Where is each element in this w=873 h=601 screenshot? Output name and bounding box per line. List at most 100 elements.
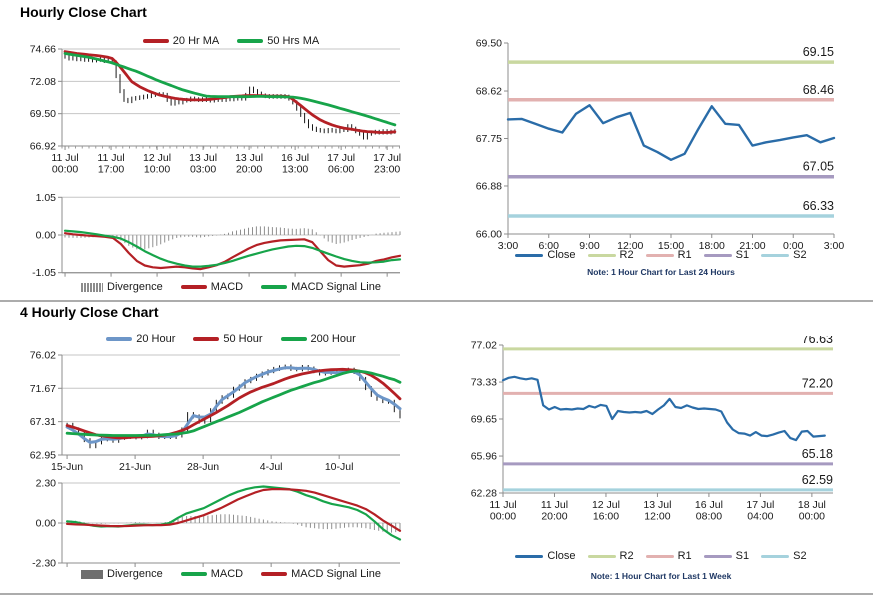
lastweek-legend: Close R2 R1 S1 S2 <box>486 550 836 562</box>
svg-text:66.88: 66.88 <box>476 180 502 192</box>
svg-text:15-Jun: 15-Jun <box>51 461 83 473</box>
bottom-divider <box>0 593 873 595</box>
close-line-swatch <box>515 253 544 257</box>
legend-item-s2: S2 <box>761 249 807 261</box>
close-line-swatch-wk <box>515 554 544 558</box>
legend-item-20hr-ma: 20 Hr MA <box>142 35 219 47</box>
four-hourly-chart-title: 4 Hourly Close Chart <box>20 304 159 320</box>
four-hourly-macd-chart: 2.30 0.00 -2.30 <box>32 478 402 568</box>
legend-item-close-wk: Close <box>515 550 576 562</box>
svg-text:28-Jun: 28-Jun <box>187 461 219 473</box>
legend-item-close: Close <box>515 249 576 261</box>
hourly-chart-title: Hourly Close Chart <box>20 4 147 20</box>
legend-item-s1: S1 <box>703 249 749 261</box>
legend-item-divergence: Divergence <box>81 281 163 293</box>
hourly-ma-legend: 20 Hr MA 50 Hrs MA <box>62 35 400 47</box>
lastweek-note: Note: 1 Hour Chart for Last 1 Week <box>590 571 732 581</box>
svg-text:65.18: 65.18 <box>802 447 833 461</box>
section-divider <box>0 300 873 302</box>
svg-text:2.30: 2.30 <box>36 478 57 490</box>
legend-item-r2-wk: R2 <box>587 550 634 562</box>
legend-item-macd-signal: MACD Signal Line <box>261 281 381 293</box>
macd-signal-line-swatch-4h <box>261 572 288 576</box>
s1-line-swatch-wk <box>703 554 732 558</box>
legend-item-50hrs-ma: 50 Hrs MA <box>237 35 319 47</box>
svg-text:10-Jul: 10-Jul <box>325 461 354 473</box>
svg-text:-1.05: -1.05 <box>32 267 56 279</box>
svg-text:21-Jun: 21-Jun <box>119 461 151 473</box>
20hour-line-swatch <box>106 337 133 341</box>
legend-item-s1-wk: S1 <box>703 550 749 562</box>
legend-item-200hour: 200 Hour <box>280 333 356 345</box>
legend-item-s2-wk: S2 <box>761 550 807 562</box>
svg-text:0.00: 0.00 <box>36 230 57 242</box>
svg-text:69.65: 69.65 <box>471 414 497 426</box>
r2-line-swatch-wk <box>587 554 616 558</box>
svg-text:67.05: 67.05 <box>803 160 834 174</box>
legend-item-macd-signal-4h: MACD Signal Line <box>261 568 381 580</box>
20hr-ma-line-swatch <box>142 39 169 43</box>
svg-text:66.00: 66.00 <box>476 229 502 241</box>
hourly-macd-legend: Divergence MACD MACD Signal Line <box>62 281 400 293</box>
macd-signal-line-swatch <box>261 285 288 289</box>
svg-text:74.66: 74.66 <box>30 44 56 56</box>
divergence-bar-swatch <box>81 282 104 292</box>
svg-text:66.33: 66.33 <box>803 199 834 213</box>
svg-text:66.92: 66.92 <box>30 141 56 153</box>
r1-line-swatch <box>645 253 674 257</box>
svg-text:72.20: 72.20 <box>802 376 833 390</box>
r2-line-swatch <box>587 253 616 257</box>
svg-text:76.02: 76.02 <box>30 350 56 362</box>
svg-text:67.75: 67.75 <box>476 133 502 145</box>
svg-text:67.31: 67.31 <box>30 416 56 428</box>
svg-text:77.02: 77.02 <box>471 340 497 352</box>
s2-line-swatch-wk <box>761 554 790 558</box>
r1-line-swatch-wk <box>645 554 674 558</box>
macd-line-swatch <box>180 285 207 289</box>
four-hourly-macd-legend: Divergence MACD MACD Signal Line <box>62 568 400 580</box>
legend-item-divergence-4h: Divergence <box>81 568 163 580</box>
50hrs-ma-line-swatch <box>237 39 264 43</box>
s1-line-swatch <box>703 253 732 257</box>
svg-text:0.00: 0.00 <box>36 518 57 530</box>
svg-text:4-Jul: 4-Jul <box>260 461 283 473</box>
divergence-bar-swatch-4h <box>81 569 104 579</box>
last24h-note: Note: 1 Hour Chart for Last 24 Hours <box>587 267 735 277</box>
svg-text:62.59: 62.59 <box>802 473 833 487</box>
legend-item-macd-4h: MACD <box>180 568 243 580</box>
svg-text:1.05: 1.05 <box>36 192 57 204</box>
macd-line-swatch-4h <box>180 572 207 576</box>
svg-text:68.46: 68.46 <box>803 83 834 97</box>
last24h-legend: Close R2 R1 S1 S2 <box>486 249 836 261</box>
legend-item-20hour: 20 Hour <box>106 333 175 345</box>
svg-text:62.95: 62.95 <box>30 450 56 462</box>
svg-text:65.96: 65.96 <box>471 451 497 463</box>
svg-text:69.15: 69.15 <box>803 45 834 59</box>
svg-text:69.50: 69.50 <box>476 38 502 50</box>
svg-text:68.62: 68.62 <box>476 86 502 98</box>
four-hourly-ma-legend: 20 Hour 50 Hour 200 Hour <box>62 333 400 345</box>
svg-text:71.67: 71.67 <box>30 383 56 395</box>
legend-item-r1-wk: R1 <box>645 550 692 562</box>
svg-text:76.63: 76.63 <box>802 336 833 346</box>
hourly-macd-chart: 1.05 0.00 -1.05 <box>32 192 402 279</box>
legend-item-50hour: 50 Hour <box>193 333 263 345</box>
200hour-line-swatch <box>280 337 307 341</box>
